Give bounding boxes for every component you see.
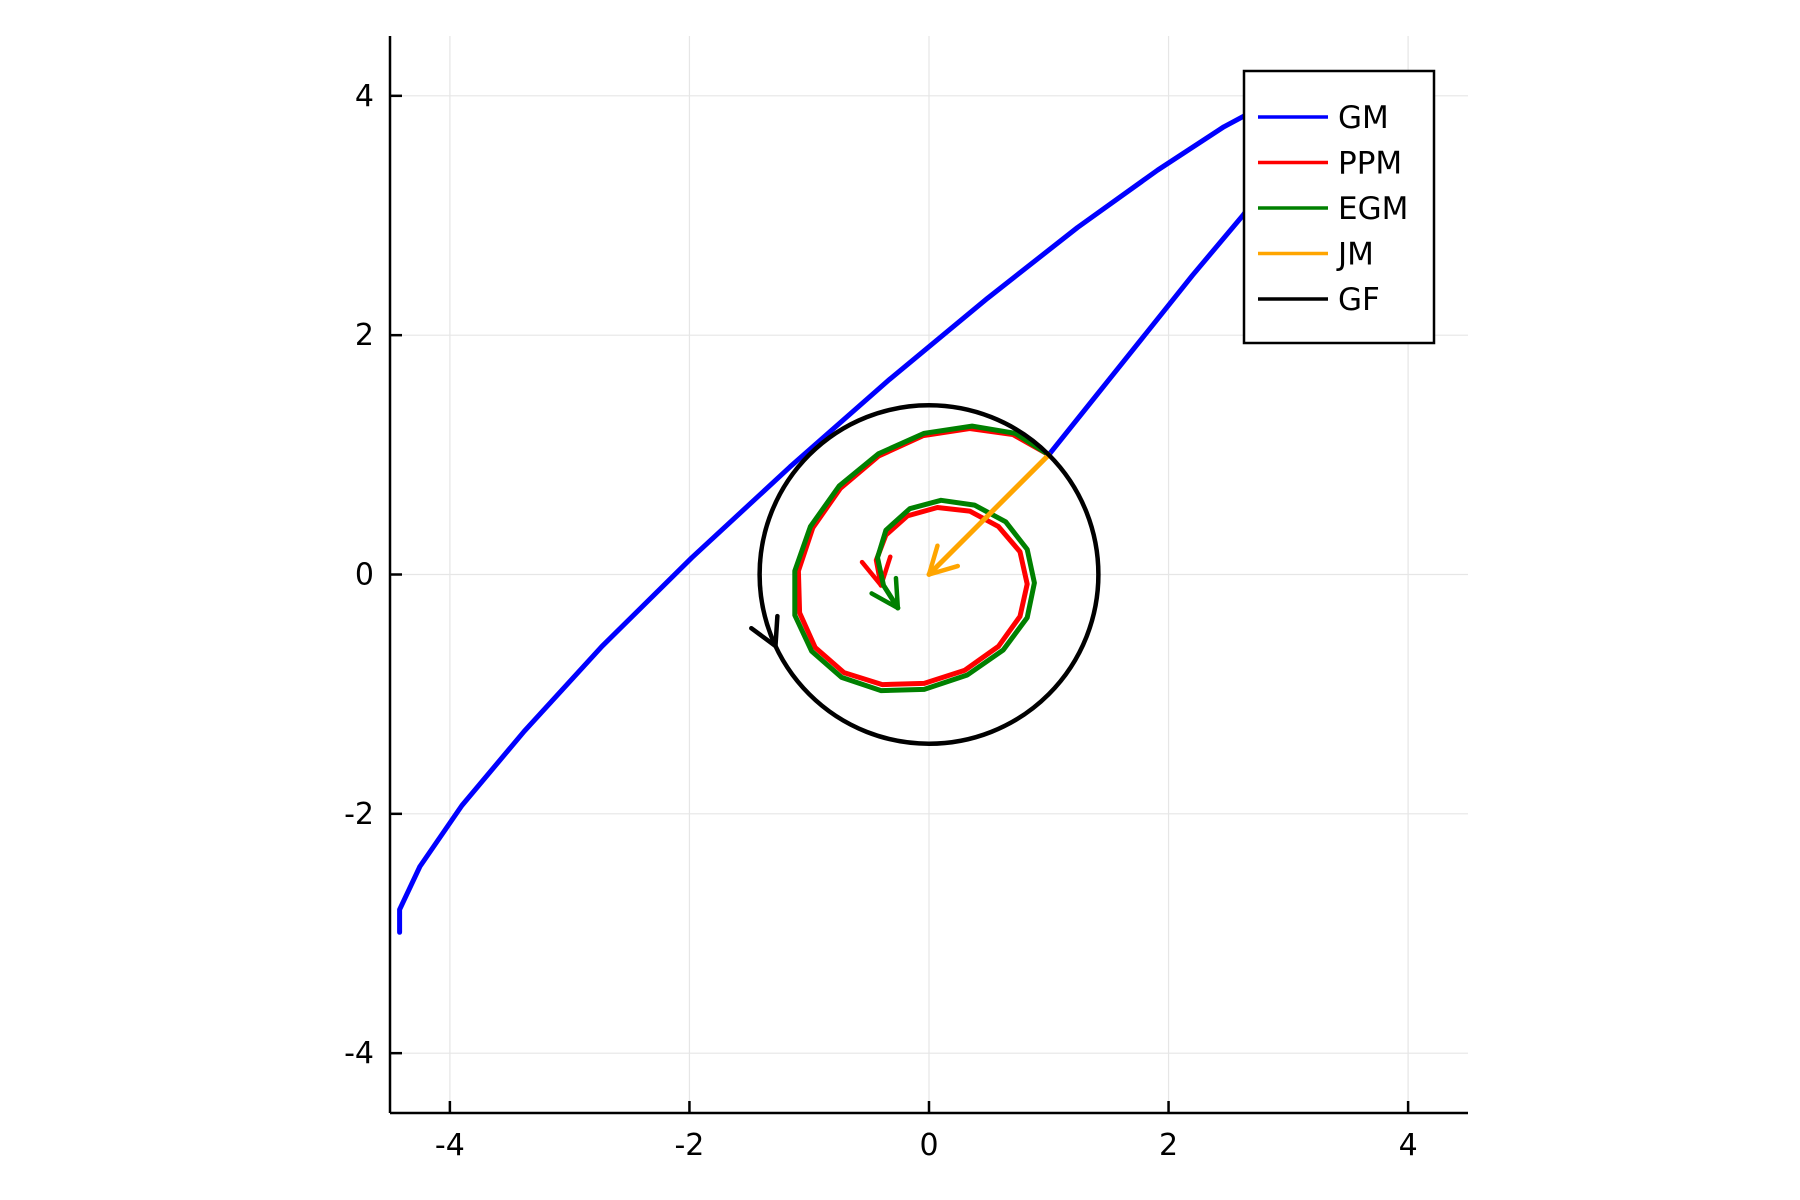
series-jm xyxy=(926,452,1052,577)
legend-item-gm: GM xyxy=(1258,100,1389,136)
legend-label: EGM xyxy=(1338,191,1408,227)
legend-label: GF xyxy=(1338,282,1380,318)
x-tick-label: 4 xyxy=(1399,1128,1418,1163)
x-tick-label: -4 xyxy=(435,1128,465,1163)
y-tick-label: 4 xyxy=(355,79,374,114)
series-gm-line xyxy=(397,88,1320,935)
tick-marks: -4 -2 0 2 4 -4 -2 0 2 4 xyxy=(344,79,1418,1163)
y-tick-label: -4 xyxy=(344,1036,374,1071)
x-tick-label: 0 xyxy=(919,1128,938,1163)
series-egm-arrowhead xyxy=(869,575,901,611)
legend-item-gf: GF xyxy=(1258,282,1380,318)
legend-label: PPM xyxy=(1338,146,1402,182)
series-egm-line xyxy=(792,423,1052,694)
series-jm-arrowhead xyxy=(926,543,961,577)
series-egm xyxy=(792,423,1052,694)
legend: GM PPM EGM JM GF xyxy=(1242,69,1436,345)
legend-item-egm: EGM xyxy=(1258,191,1408,227)
x-tick-label: -2 xyxy=(674,1128,704,1163)
legend-label: GM xyxy=(1338,100,1389,136)
y-tick-label: 2 xyxy=(355,318,374,353)
legend-item-jm: JM xyxy=(1258,237,1374,273)
series-gf-line xyxy=(757,403,1101,746)
legend-label: JM xyxy=(1336,237,1374,273)
y-tick-label: 0 xyxy=(355,558,374,593)
series-gf-arrowhead xyxy=(749,613,780,649)
y-tick-label: -2 xyxy=(344,797,374,832)
plot-area xyxy=(397,88,1320,935)
legend-item-ppm: PPM xyxy=(1258,146,1402,182)
series-jm-line xyxy=(926,452,1052,577)
series-gf xyxy=(749,403,1101,746)
x-tick-label: 2 xyxy=(1159,1128,1178,1163)
series-gm xyxy=(397,88,1320,935)
